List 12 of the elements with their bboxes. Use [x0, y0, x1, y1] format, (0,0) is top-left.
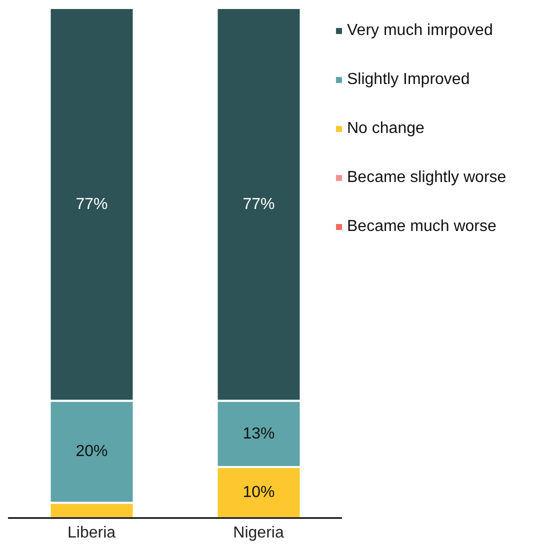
data-label: 77%: [76, 196, 108, 213]
legend-label: No change: [347, 118, 424, 138]
legend-label: Became much worse: [347, 216, 496, 236]
legend-label: Slightly Improved: [347, 70, 470, 90]
x-tick-label: Liberia: [67, 524, 116, 542]
x-tick-label: Nigeria: [233, 524, 284, 542]
data-label: 10%: [242, 484, 275, 501]
data-label: 13%: [242, 425, 275, 442]
data-label: 20%: [76, 443, 108, 460]
legend-label: Became slightly worse: [347, 168, 506, 188]
data-label: 77%: [242, 196, 275, 213]
legend-label: Very much imrpoved: [347, 20, 493, 40]
